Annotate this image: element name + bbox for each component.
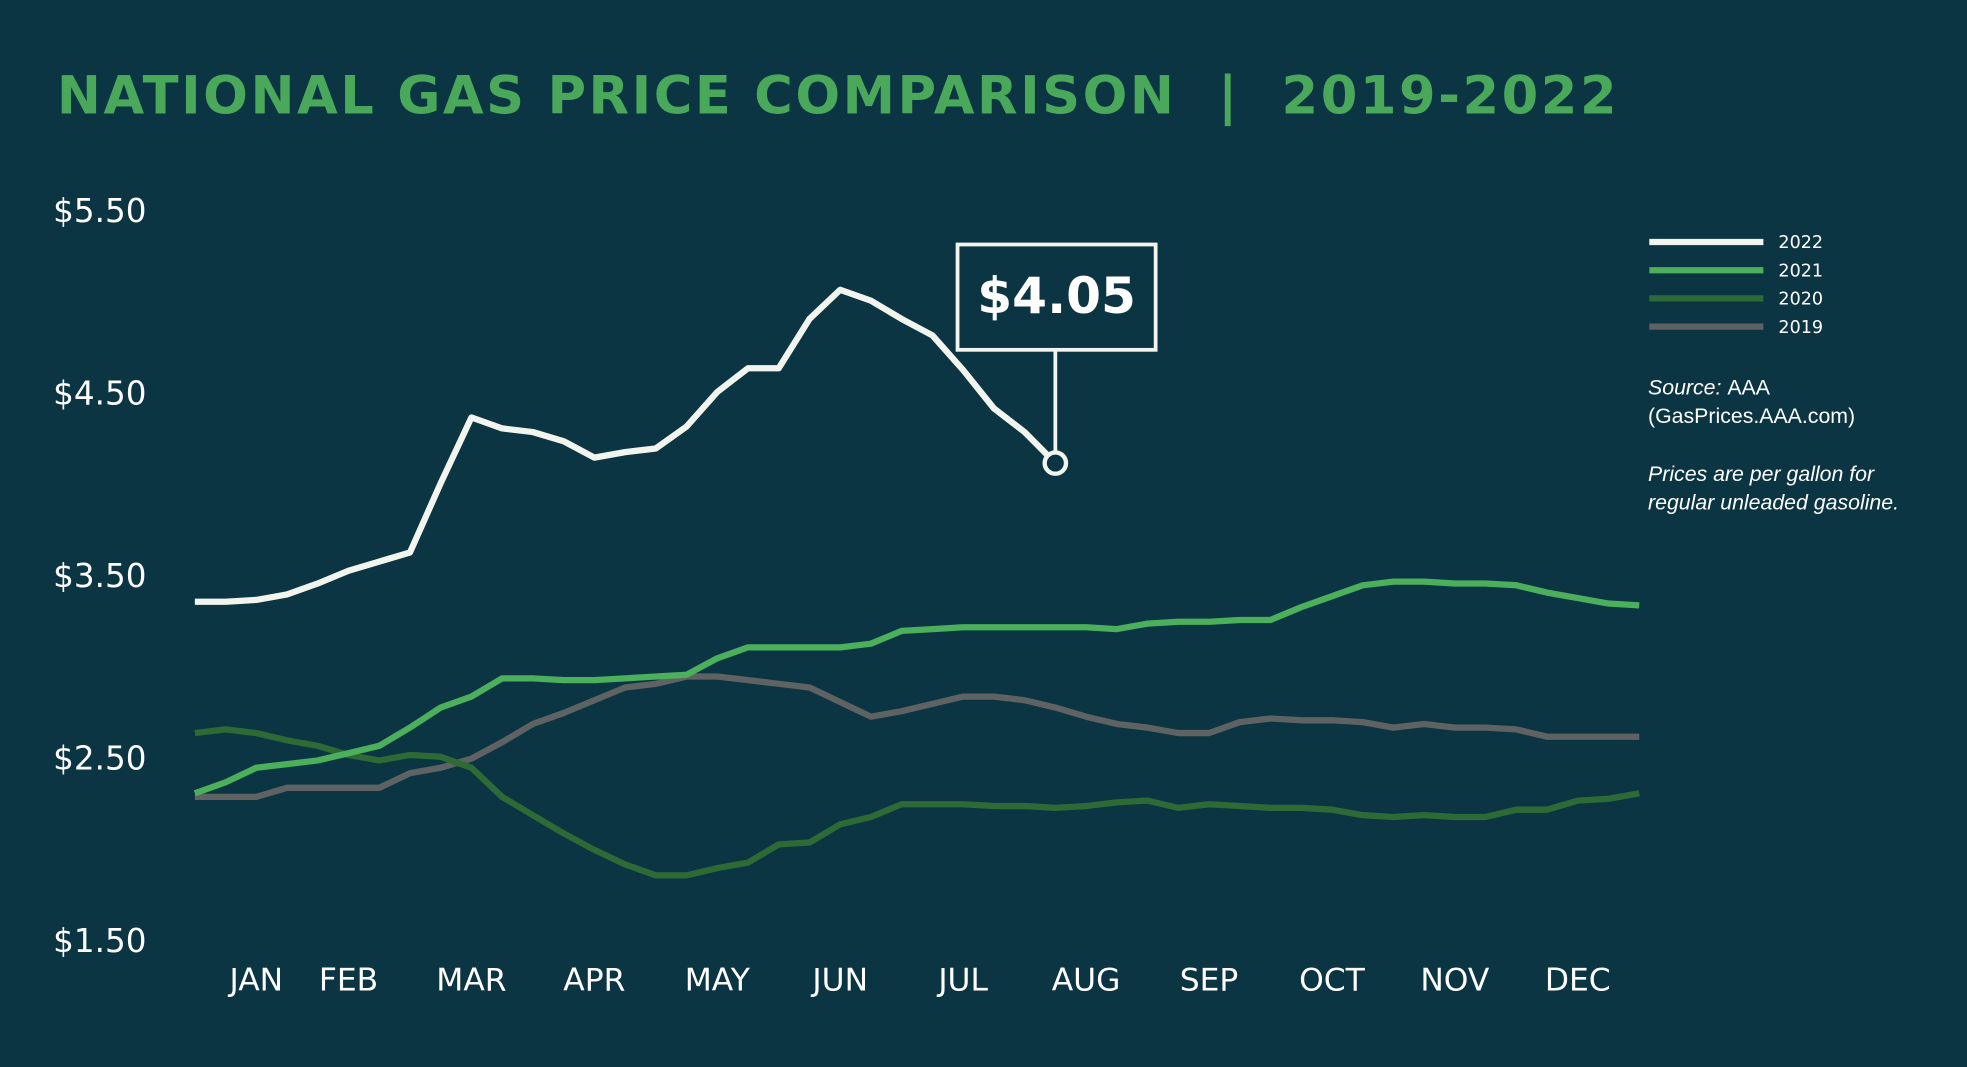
y-tick-label: $1.50 — [53, 922, 146, 960]
legend: 2022 2021 2020 2019 — [1649, 233, 1823, 338]
source-block: Source: AAA (GasPrices.AAA.com) Prices a… — [1648, 375, 1899, 514]
note: regular unleaded gasoline. — [1648, 491, 1899, 515]
line-series — [194, 286, 1058, 605]
y-tick-label: $4.50 — [53, 375, 146, 413]
y-tick-label: $5.50 — [53, 192, 146, 230]
chart-title: NATIONAL GAS PRICE COMPARISON | 2019-202… — [57, 66, 1619, 127]
legend-label: 2020 — [1778, 290, 1823, 310]
annotation-point — [1042, 450, 1069, 476]
x-tick-label: APR — [563, 963, 625, 999]
x-tick-label: SEP — [1180, 963, 1239, 999]
line-series — [193, 578, 1640, 797]
x-tick-label: MAR — [436, 963, 506, 999]
y-tick-label: $2.50 — [53, 739, 146, 777]
line-series — [194, 673, 1640, 801]
source-url: (GasPrices.AAA.com) — [1648, 404, 1855, 428]
note: Prices are per gallon for — [1648, 462, 1875, 486]
source-name: AAA — [1727, 375, 1770, 399]
annotation: $4.05 — [955, 242, 1158, 476]
x-tick-label: NOV — [1420, 963, 1490, 999]
legend-label: 2022 — [1778, 233, 1823, 253]
x-tick-label: AUG — [1052, 963, 1121, 999]
x-tick-label: JUN — [810, 963, 868, 999]
x-tick-label: JUL — [936, 963, 988, 999]
legend-label: 2021 — [1778, 261, 1823, 281]
x-tick-label: MAY — [685, 963, 751, 999]
annotation-text: $4.05 — [977, 266, 1136, 325]
y-tick-label: $3.50 — [53, 557, 146, 595]
x-tick-label: OCT — [1299, 963, 1366, 999]
legend-label: 2019 — [1778, 318, 1823, 338]
line-series — [194, 726, 1640, 879]
source-label: Source: — [1648, 375, 1721, 399]
x-tick-label: DEC — [1545, 963, 1611, 999]
source: Source: AAA — [1648, 375, 1771, 399]
x-tick-label: JAN — [228, 963, 284, 999]
x-tick-label: FEB — [319, 963, 378, 999]
